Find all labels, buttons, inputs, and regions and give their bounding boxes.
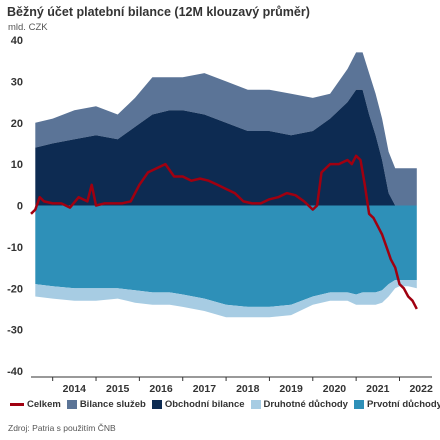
legend-swatch-bilance-sluzeb <box>66 400 77 409</box>
area-bilance-sluzeb <box>35 52 417 206</box>
y-tick-label: 20 <box>11 118 23 130</box>
y-tick-label: 0 <box>17 201 23 213</box>
x-tick-label: 2021 <box>366 383 390 395</box>
legend-label-prvotni-duchody: Prvotní důchody <box>366 399 440 410</box>
x-tick-label: 2015 <box>106 383 130 395</box>
legend-item-druhotne-duchody: Druhotné důchody <box>250 399 348 410</box>
y-tick-label: 40 <box>11 35 23 47</box>
legend-item-bilance-sluzeb: Bilance služeb <box>66 399 146 410</box>
legend-label-bilance-sluzeb: Bilance služeb <box>79 399 146 410</box>
legend-label-celkem: Celkem <box>27 399 61 410</box>
chart-title: Běžný účet platební bilance (12M klouzav… <box>7 5 310 19</box>
legend-label-druhotne-duchody: Druhotné důchody <box>263 399 348 410</box>
y-tick-label: -40 <box>7 366 23 378</box>
legend-item-prvotni-duchody: Prvotní důchody <box>353 399 440 410</box>
legend-swatch-obchodni-bilance <box>151 400 162 409</box>
legend-item-celkem: Celkem <box>10 399 61 410</box>
x-tick-label: 2018 <box>236 383 260 395</box>
legend-swatch-prvotni-duchody <box>353 400 364 409</box>
chart-legend: Celkem Bilance služeb Obchodní bilance D… <box>10 399 440 410</box>
x-tick-label: 2022 <box>409 383 433 395</box>
x-tick-label: 2019 <box>279 383 303 395</box>
area-druhotne-duchody <box>35 280 417 318</box>
y-tick-label: -10 <box>7 242 23 254</box>
y-tick-label: 10 <box>11 159 23 171</box>
area-prvotni-duchody <box>35 205 417 307</box>
line-celkem <box>30 154 418 310</box>
x-tick-label: 2020 <box>323 383 347 395</box>
legend-swatch-druhotne-duchody <box>250 400 261 409</box>
y-tick-label: 30 <box>11 76 23 88</box>
x-tick-label: 2017 <box>193 383 217 395</box>
y-tick-label: -20 <box>7 283 23 295</box>
y-tick-label: -30 <box>7 325 23 337</box>
x-tick-label: 2016 <box>149 383 173 395</box>
legend-swatch-celkem <box>10 403 24 406</box>
legend-item-obchodni-bilance: Obchodní bilance <box>151 399 245 410</box>
x-tick-label: 2014 <box>63 383 87 395</box>
legend-label-obchodni-bilance: Obchodní bilance <box>164 399 245 410</box>
y-axis-unit: mld. CZK <box>8 22 48 33</box>
source-note: Zdroj: Patria s použitím ČNB <box>8 423 116 433</box>
